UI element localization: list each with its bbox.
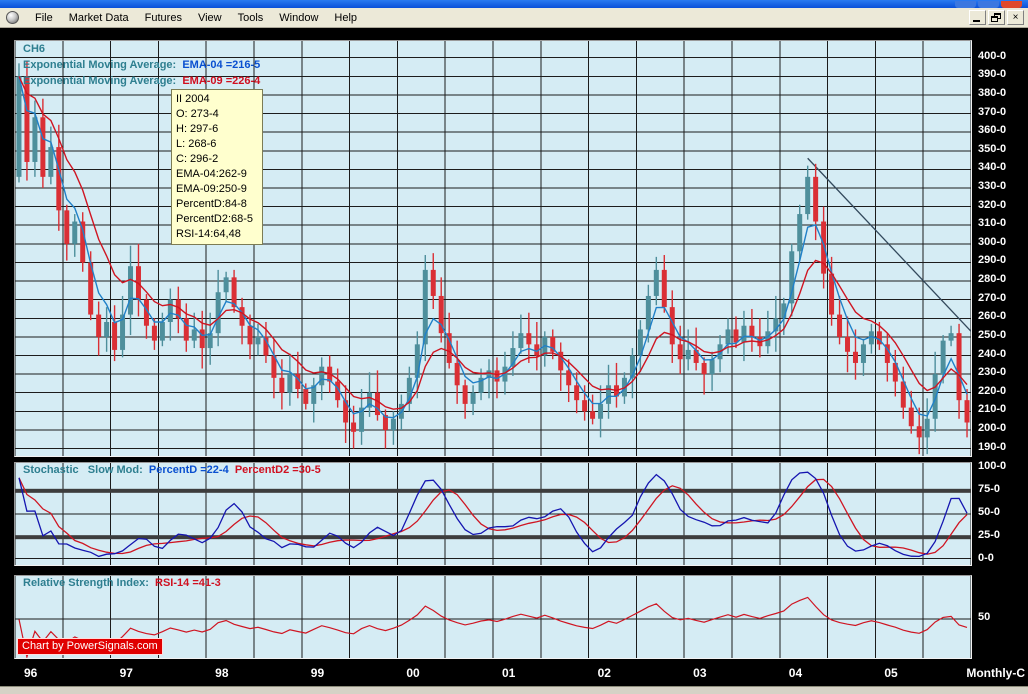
price-axis-tick: 190-0 xyxy=(978,440,1007,453)
price-axis-tick: 370-0 xyxy=(978,105,1007,118)
price-axis-tick: 320-0 xyxy=(978,198,1007,211)
price-axis-tick: 400-0 xyxy=(978,49,1007,62)
price-axis-tick: 330-0 xyxy=(978,180,1007,193)
window-bottom-edge xyxy=(0,686,1028,694)
stochastic-chart[interactable] xyxy=(15,463,971,565)
window-maximize-button[interactable] xyxy=(978,1,999,8)
price-axis-tick: 250-0 xyxy=(978,328,1007,341)
rsi-axis-tick: 50 xyxy=(978,611,991,624)
tooltip-high: H: 297-6 xyxy=(176,123,219,135)
price-axis-tick: 290-0 xyxy=(978,254,1007,267)
menu-tools[interactable]: Tools xyxy=(237,11,264,24)
x-axis-year-label: 96 xyxy=(23,666,38,680)
price-axis-tick: 200-0 xyxy=(978,421,1007,434)
mdi-minimize-button[interactable] xyxy=(969,10,986,25)
x-axis-year-label: 98 xyxy=(215,666,229,680)
price-axis-tick: 380-0 xyxy=(978,86,1007,99)
menu-bar: File Market Data Futures View Tools Wind… xyxy=(0,8,1028,28)
x-axis-year-label: 00 xyxy=(406,666,420,680)
chart-region: CH6 Exponential Moving Average: EMA-04 =… xyxy=(0,30,1028,686)
minimize-icon xyxy=(973,20,980,22)
menu-window[interactable]: Window xyxy=(279,11,319,24)
tooltip-low: L: 268-6 xyxy=(176,138,217,150)
menu-help[interactable]: Help xyxy=(334,11,358,24)
window-minimize-button[interactable] xyxy=(955,1,976,8)
x-axis-year-label: 99 xyxy=(310,666,325,680)
menu-view[interactable]: View xyxy=(197,11,222,24)
close-icon: × xyxy=(1012,12,1019,23)
rsi-chart[interactable] xyxy=(15,576,971,658)
price-axis-tick: 270-0 xyxy=(978,291,1007,304)
window-close-button[interactable] xyxy=(1001,1,1022,8)
x-axis-year-label: 05 xyxy=(884,666,898,680)
mdi-window-controls: × xyxy=(969,10,1024,25)
powersignals-branding: Chart by PowerSignals.com xyxy=(17,638,163,655)
ema1-value: EMA-04 =216-5 xyxy=(182,59,261,71)
stochastic-axis-tick: 0-0 xyxy=(978,552,994,565)
x-axis-year-label: 02 xyxy=(597,666,611,680)
tooltip-rsi: RSI-14:64,48 xyxy=(176,228,241,240)
price-axis-tick: 350-0 xyxy=(978,142,1007,155)
price-axis-tick: 280-0 xyxy=(978,273,1007,286)
stochastic-panel[interactable]: Stochastic Slow Mod: PercentD =22-4 Perc… xyxy=(14,462,972,566)
rsi-panel[interactable]: Relative Strength Index: RSI-14 =41-3 Ch… xyxy=(14,575,972,659)
x-axis-year-label: 03 xyxy=(693,666,707,680)
price-axis-tick: 310-0 xyxy=(978,217,1007,230)
stochastic-axis-tick: 100-0 xyxy=(978,459,1007,472)
menu-file[interactable]: File xyxy=(35,11,53,24)
tooltip-date: II 2004 xyxy=(176,93,210,105)
tooltip-close: C: 296-2 xyxy=(176,153,219,165)
price-axis-tick: 230-0 xyxy=(978,366,1007,379)
main-price-panel[interactable]: CH6 Exponential Moving Average: EMA-04 =… xyxy=(14,40,972,457)
x-axis-year-label: 97 xyxy=(119,666,133,680)
stochastic-axis-tick: 50-0 xyxy=(978,506,1001,518)
x-axis-year-label: 04 xyxy=(788,666,803,680)
data-tooltip: II 2004 O: 273-4 H: 297-6 L: 268-6 C: 29… xyxy=(171,89,263,245)
price-axis-tick: 220-0 xyxy=(978,384,1007,397)
price-axis-tick: 240-0 xyxy=(978,347,1007,360)
price-axis-tick: 360-0 xyxy=(978,124,1007,137)
rsi-legend: Relative Strength Index: RSI-14 =41-3 xyxy=(23,577,221,589)
symbol-label: CH6 xyxy=(23,43,46,55)
percentd2-value: PercentD2 =30-5 xyxy=(228,464,321,476)
tooltip-open: O: 273-4 xyxy=(176,108,219,120)
price-axis-tick: 210-0 xyxy=(978,403,1007,416)
stochastic-legend: Stochastic Slow Mod: PercentD =22-4 Perc… xyxy=(23,464,321,476)
ema2-legend: Exponential Moving Average: EMA-09 =226-… xyxy=(23,75,261,87)
period-label: Monthly-C xyxy=(966,666,1025,680)
candlestick-chart[interactable] xyxy=(15,41,971,456)
price-axis-tick: 300-0 xyxy=(978,235,1007,248)
stochastic-axis-tick: 75-0 xyxy=(978,482,1001,495)
price-axis-tick: 390-0 xyxy=(978,68,1007,81)
percentd-value: PercentD =22-4 xyxy=(148,464,229,476)
tooltip-ema09: EMA-09:250-9 xyxy=(176,183,247,195)
title-bar xyxy=(0,0,1028,8)
mdi-restore-button[interactable] xyxy=(988,10,1005,25)
tooltip-ema04: EMA-04:262-9 xyxy=(176,168,247,180)
globe-app-icon[interactable] xyxy=(6,11,19,24)
tooltip-percentd: PercentD:84-8 xyxy=(176,198,247,210)
ema1-legend: Exponential Moving Average: EMA-04 =216-… xyxy=(23,59,261,71)
stochastic-axis-tick: 25-0 xyxy=(978,529,1001,542)
price-axis-tick: 340-0 xyxy=(978,161,1007,174)
tooltip-percentd2: PercentD2:68-5 xyxy=(176,213,254,225)
rsi-value: RSI-14 =41-3 xyxy=(155,577,221,589)
price-axis-tick: 260-0 xyxy=(978,310,1007,323)
mdi-close-button[interactable]: × xyxy=(1007,10,1024,25)
x-axis-year-label: 01 xyxy=(501,666,516,680)
ema2-value: EMA-09 =226-4 xyxy=(182,75,261,87)
menu-futures[interactable]: Futures xyxy=(144,11,182,24)
menu-market-data[interactable]: Market Data xyxy=(68,11,129,24)
